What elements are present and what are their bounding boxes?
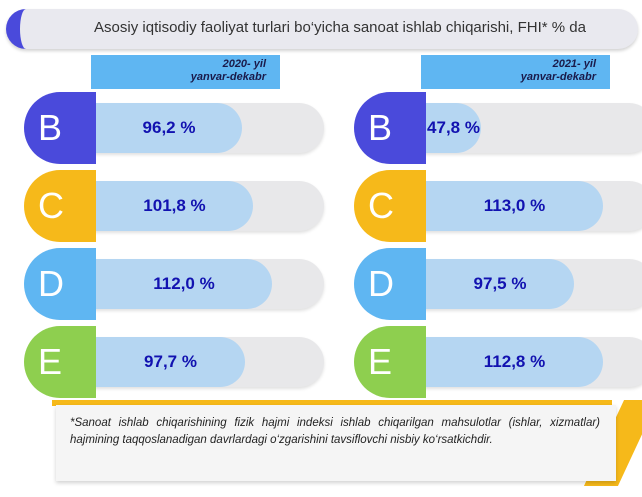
category-tab-b: B [354, 92, 426, 164]
category-letter: C [38, 185, 64, 226]
period-2020-line2: yanvar-dekabr [190, 71, 266, 83]
footnote-accent-top [52, 400, 612, 406]
chart-title: Asosiy iqtisodiy faoliyat turlari bo‘yic… [94, 19, 586, 36]
bar-fill [392, 181, 603, 231]
row-d-0: D 112,0 % [24, 248, 324, 320]
row-c-1: C 113,0 % [354, 170, 642, 242]
value-label: 112,8 % [483, 352, 546, 371]
footnote-box [56, 405, 616, 481]
bar-fill [392, 337, 603, 387]
row-c-0: C 101,8 % [24, 170, 324, 242]
period-label-2020: 2020- yil yanvar-dekabr [91, 55, 280, 89]
row-e-1: E 112,8 % [354, 326, 642, 398]
bar-fill [62, 259, 272, 309]
category-tab-c: C [24, 170, 96, 242]
category-letter: D [368, 263, 394, 304]
category-letter: B [368, 107, 393, 148]
row-d-1: D 97,5 % [354, 248, 642, 320]
category-letter: B [38, 107, 63, 148]
category-tab-c: C [354, 170, 426, 242]
category-letter: E [368, 341, 393, 382]
category-letter: D [38, 263, 64, 304]
row-b-1: B 47,8 % [354, 92, 642, 164]
category-tab-d: D [24, 248, 96, 320]
row-e-0: E 97,7 % [24, 326, 324, 398]
category-tab-e: E [354, 326, 426, 398]
period-2021-line2: yanvar-dekabr [520, 71, 596, 83]
value-label: 97,7 % [144, 352, 197, 371]
category-letter: C [368, 185, 394, 226]
period-2020-line1: 2020- yil [222, 58, 266, 70]
period-label-2021: 2021- yil yanvar-dekabr [421, 55, 610, 89]
value-label: 47,8 % [427, 118, 480, 137]
value-label: 97,5 % [473, 274, 527, 293]
value-label: 101,8 % [143, 196, 206, 215]
period-2021-line1: 2021- yil [552, 58, 596, 70]
value-label: 113,0 % [483, 196, 546, 215]
category-letter: E [38, 341, 63, 382]
row-b-0: B 96,2 % [24, 92, 324, 164]
category-tab-d: D [354, 248, 426, 320]
title-bar: Asosiy iqtisodiy faoliyat turlari bo‘yic… [6, 9, 638, 49]
value-label: 112,0 % [153, 274, 215, 293]
value-label: 96,2 % [142, 118, 196, 137]
category-tab-b: B [24, 92, 96, 164]
category-tab-e: E [24, 326, 96, 398]
footnote-text: *Sanoat ishlab chiqarishining fizik hajm… [70, 417, 600, 446]
